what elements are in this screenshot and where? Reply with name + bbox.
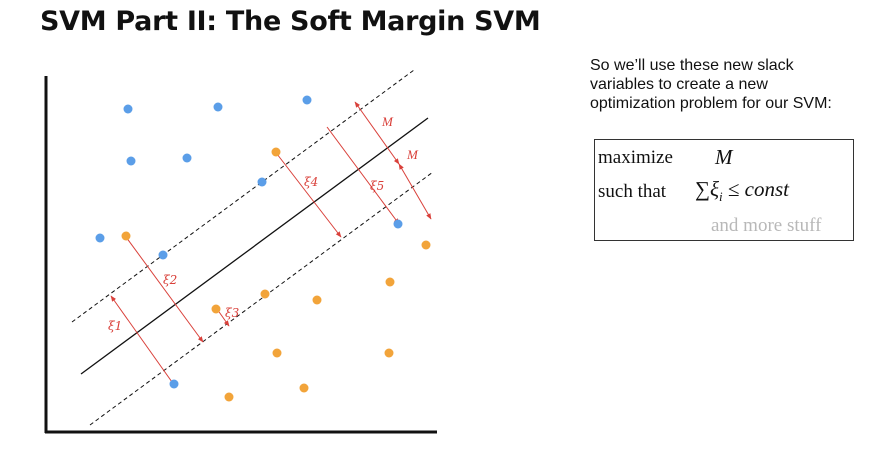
slack-arrow-4 <box>276 153 342 238</box>
const-term: const <box>744 177 789 201</box>
le-symbol: ≤ <box>727 177 740 201</box>
xi-symbol: ξ <box>709 177 719 201</box>
more-constraints-text: and more stuff <box>711 215 822 236</box>
slack-arrow-2 <box>125 236 204 343</box>
orange-point <box>224 392 234 402</box>
slack-label-1: ξ1 <box>108 319 122 333</box>
maximize-variable: M <box>715 145 733 169</box>
slack-label-4: ξ4 <box>304 175 318 189</box>
sum-symbol: ∑ <box>695 177 710 201</box>
xi-subscript: i <box>718 189 723 205</box>
margin-label-upper: M <box>381 114 394 129</box>
maximize-label: maximize <box>598 147 673 168</box>
orange-point <box>271 147 281 157</box>
blue-point <box>95 233 105 243</box>
upper-margin-line <box>71 69 415 323</box>
slide-title: SVM Part II: The Soft Margin SVM <box>40 6 541 37</box>
margin-label-lower: M <box>406 147 419 162</box>
slack-label-2: ξ2 <box>163 273 177 287</box>
constraint-label: such that <box>598 181 667 202</box>
slack-arrow-5 <box>326 126 400 225</box>
orange-point <box>211 304 221 314</box>
orange-point <box>299 383 309 393</box>
margin-arrow-lower <box>398 163 432 220</box>
orange-point <box>121 231 131 241</box>
blue-class-points <box>95 95 403 389</box>
blue-point <box>393 219 403 229</box>
orange-point <box>312 295 322 305</box>
orange-point <box>421 240 431 250</box>
orange-point <box>384 348 394 358</box>
explanation-text: So we’ll use these new slack variables t… <box>590 57 832 112</box>
orange-class-points <box>121 147 431 402</box>
lower-margin-line <box>89 171 434 426</box>
margin-arrow-upper <box>354 101 400 165</box>
orange-point <box>260 289 270 299</box>
blue-point <box>158 250 168 260</box>
slack-label-5: ξ5 <box>370 179 384 193</box>
constraint-expression: ∑ξi ≤ const <box>695 177 789 205</box>
orange-point <box>385 277 395 287</box>
blue-point <box>126 156 136 166</box>
blue-point <box>213 102 223 112</box>
slack-label-3: ξ3 <box>225 306 240 320</box>
blue-point <box>302 95 312 105</box>
optimization-problem-box: maximize M such that ∑ξi ≤ const and mor… <box>594 139 854 241</box>
blue-point <box>182 153 192 163</box>
blue-point <box>257 177 267 187</box>
slack-arrow-1 <box>110 295 173 383</box>
blue-point <box>123 104 133 114</box>
blue-point <box>169 379 179 389</box>
orange-point <box>272 348 282 358</box>
